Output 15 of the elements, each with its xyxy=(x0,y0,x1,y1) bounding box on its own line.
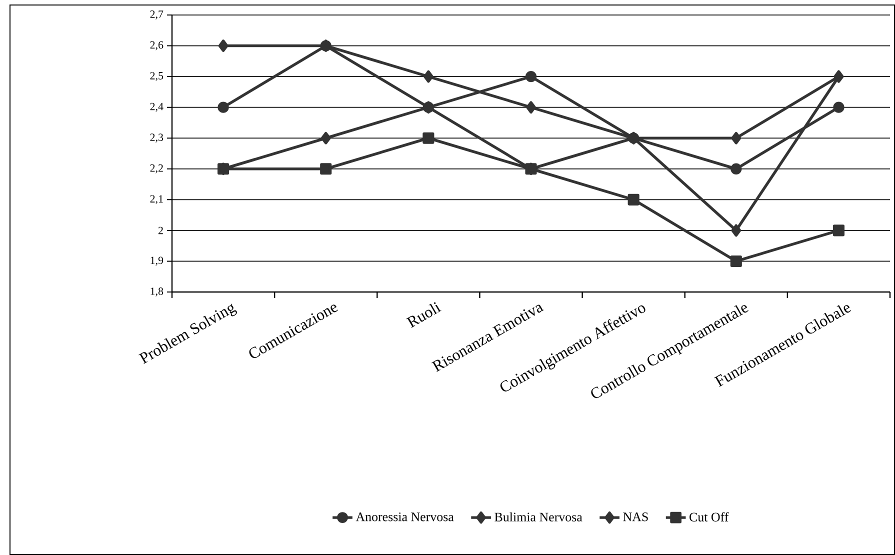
y-tick-label: 2 xyxy=(158,226,163,234)
y-tick-label: 2,1 xyxy=(150,195,163,204)
x-tick-label: Ruoli xyxy=(406,302,442,328)
y-tick-label: 1,9 xyxy=(150,256,164,266)
y-tick-label: 2,4 xyxy=(150,102,164,112)
y-tick-label: 2,7 xyxy=(150,10,164,20)
y-tick-label: 1,8 xyxy=(150,288,164,296)
legend-label: Anoressia Nervosa xyxy=(356,512,454,522)
y-tick-label: 2,5 xyxy=(150,72,164,82)
y-tick-label: 2,6 xyxy=(150,41,164,50)
y-tick-label: 2,3 xyxy=(150,134,164,143)
legend-label: NAS xyxy=(623,512,648,522)
legend-label: Cut Off xyxy=(690,512,729,522)
legend-label: Bulimia Nervosa xyxy=(494,512,582,522)
y-tick-label: 2,2 xyxy=(150,164,163,174)
